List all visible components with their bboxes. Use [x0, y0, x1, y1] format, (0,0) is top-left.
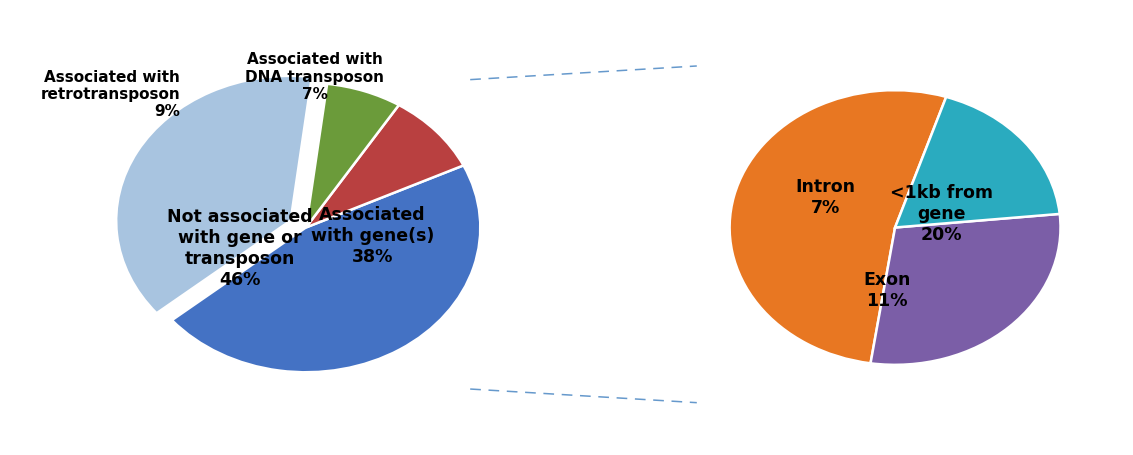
Text: Associated with
DNA transposon
7%: Associated with DNA transposon 7% — [245, 52, 384, 102]
Wedge shape — [117, 76, 312, 313]
Wedge shape — [730, 90, 946, 363]
Wedge shape — [172, 166, 480, 372]
Text: <1kb from
gene
20%: <1kb from gene 20% — [889, 184, 993, 244]
Text: Not associated
with gene or
transposon
46%: Not associated with gene or transposon 4… — [167, 208, 313, 288]
Text: Associated with
retrotransposon
9%: Associated with retrotransposon 9% — [41, 70, 180, 119]
Wedge shape — [870, 214, 1060, 365]
Text: Exon
11%: Exon 11% — [863, 271, 911, 310]
Wedge shape — [895, 97, 1059, 228]
Text: Associated
with gene(s)
38%: Associated with gene(s) 38% — [310, 207, 434, 266]
Wedge shape — [306, 84, 399, 228]
Wedge shape — [306, 105, 463, 228]
Text: Intron
7%: Intron 7% — [795, 178, 855, 217]
